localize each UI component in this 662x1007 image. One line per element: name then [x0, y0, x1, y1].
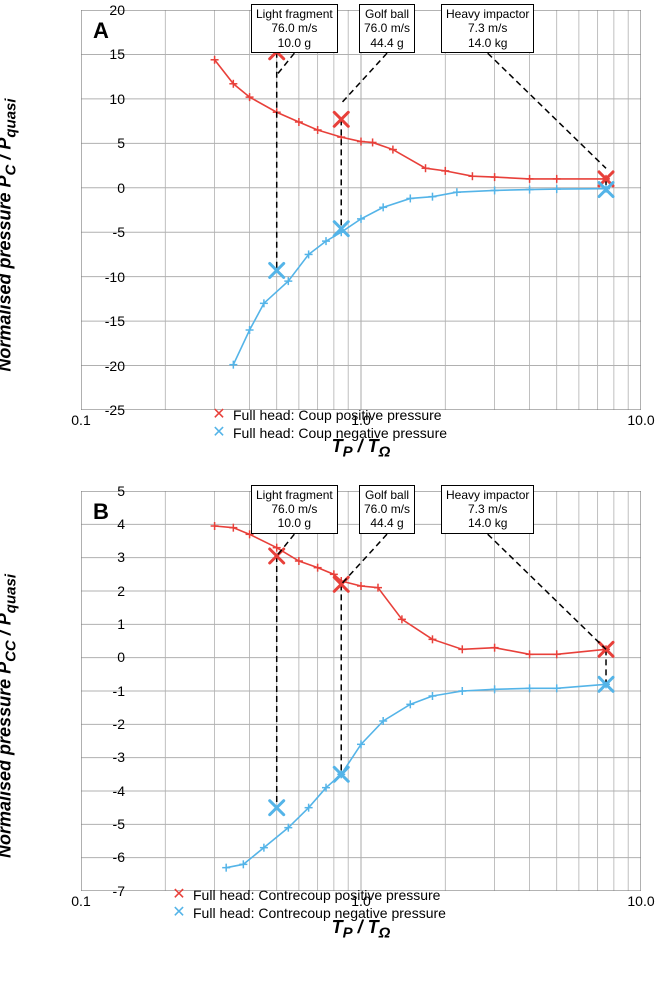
- y-tick-label: -1: [65, 683, 125, 699]
- y-tick-label: 5: [65, 483, 125, 499]
- chart-a-legend: ✕ Full head: Coup positive pressure ✕ Full …: [211, 405, 447, 441]
- legend-label: Full head: Contrecoup positive pressure: [193, 887, 440, 903]
- legend-marker-x-icon: ✕: [171, 887, 187, 903]
- legend-label: Full head: Coup negative pressure: [233, 425, 447, 441]
- chart-b-plot-wrap: B Light fragment76.0 m/s10.0 g Golf ball…: [81, 491, 641, 942]
- y-tick-label: -2: [65, 716, 125, 732]
- callout-line: Heavy impactor: [446, 488, 529, 502]
- chart-a-callout-golf: Golf ball76.0 m/s44.4 g: [359, 4, 415, 53]
- y-tick-label: -4: [65, 783, 125, 799]
- chart-a-y-title: Normalised pressure PC / Pquasi: [0, 99, 19, 372]
- callout-line: Golf ball: [364, 488, 410, 502]
- callout-line: 10.0 g: [256, 36, 333, 50]
- y-tick-label: 15: [65, 46, 125, 62]
- y-tick-label: 4: [65, 516, 125, 532]
- y-tick-label: 1: [65, 616, 125, 632]
- chart-a-plot-wrap: A Light fragment76.0 m/s10.0 g Golf ball…: [81, 10, 641, 461]
- callout-line: 14.0 kg: [446, 36, 529, 50]
- legend-item: ✕ Full head: Coup positive pressure: [211, 407, 447, 423]
- chart-b-y-title: Normalised pressure PCC / Pquasi: [0, 574, 19, 858]
- chart-b-callout-light: Light fragment76.0 m/s10.0 g: [251, 485, 338, 534]
- callout-line: 7.3 m/s: [446, 502, 529, 516]
- callout-line: 76.0 m/s: [364, 21, 410, 35]
- x-tick-label: 10.0: [627, 893, 654, 909]
- chart-a: Normalised pressure PC / Pquasi A Light …: [11, 10, 651, 461]
- chart-a-callout-heavy: Heavy impactor7.3 m/s14.0 kg: [441, 4, 534, 53]
- x-tick-label: 0.1: [71, 412, 90, 428]
- y-tick-label: 2: [65, 583, 125, 599]
- callout-line: 44.4 g: [364, 516, 410, 530]
- callout-line: Heavy impactor: [446, 7, 529, 21]
- callout-line: 44.4 g: [364, 36, 410, 50]
- chart-b-legend: ✕ Full head: Contrecoup positive pressure…: [171, 885, 446, 921]
- x-tick-label: 0.1: [71, 893, 90, 909]
- chart-b-callout-heavy: Heavy impactor7.3 m/s14.0 kg: [441, 485, 534, 534]
- legend-marker-x-icon: ✕: [211, 407, 227, 423]
- y-tick-label: 5: [65, 135, 125, 151]
- legend-label: Full head: Coup positive pressure: [233, 407, 442, 423]
- chart-a-svg: [81, 10, 641, 410]
- y-tick-label: -15: [65, 313, 125, 329]
- chart-a-panel-letter: A: [93, 18, 109, 44]
- callout-line: 10.0 g: [256, 516, 333, 530]
- legend-marker-x-icon: ✕: [211, 425, 227, 441]
- legend-label: Full head: Contrecoup negative pressure: [193, 905, 446, 921]
- chart-b-callout-golf: Golf ball76.0 m/s44.4 g: [359, 485, 415, 534]
- y-tick-label: -20: [65, 358, 125, 374]
- y-tick-label: -10: [65, 269, 125, 285]
- y-tick-label: -3: [65, 749, 125, 765]
- y-tick-label: 3: [65, 549, 125, 565]
- chart-b: Normalised pressure PCC / Pquasi B Light…: [11, 491, 651, 942]
- legend-item: ✕ Full head: Contrecoup negative pressure: [171, 905, 446, 921]
- callout-line: Light fragment: [256, 488, 333, 502]
- legend-item: ✕ Full head: Coup negative pressure: [211, 425, 447, 441]
- y-tick-label: 10: [65, 91, 125, 107]
- callout-line: 7.3 m/s: [446, 21, 529, 35]
- y-tick-label: -5: [65, 224, 125, 240]
- y-tick-label: 0: [65, 649, 125, 665]
- callout-line: 76.0 m/s: [364, 502, 410, 516]
- y-tick-label: -6: [65, 849, 125, 865]
- y-tick-label: -5: [65, 816, 125, 832]
- callout-line: Light fragment: [256, 7, 333, 21]
- callout-line: 14.0 kg: [446, 516, 529, 530]
- y-tick-label: 20: [65, 2, 125, 18]
- x-tick-label: 10.0: [627, 412, 654, 428]
- callout-line: Golf ball: [364, 7, 410, 21]
- legend-marker-x-icon: ✕: [171, 905, 187, 921]
- page: Normalised pressure PC / Pquasi A Light …: [0, 0, 662, 981]
- chart-a-callout-light: Light fragment76.0 m/s10.0 g: [251, 4, 338, 53]
- y-tick-label: 0: [65, 180, 125, 196]
- callout-line: 76.0 m/s: [256, 502, 333, 516]
- legend-item: ✕ Full head: Contrecoup positive pressure: [171, 887, 446, 903]
- callout-line: 76.0 m/s: [256, 21, 333, 35]
- chart-b-svg: [81, 491, 641, 891]
